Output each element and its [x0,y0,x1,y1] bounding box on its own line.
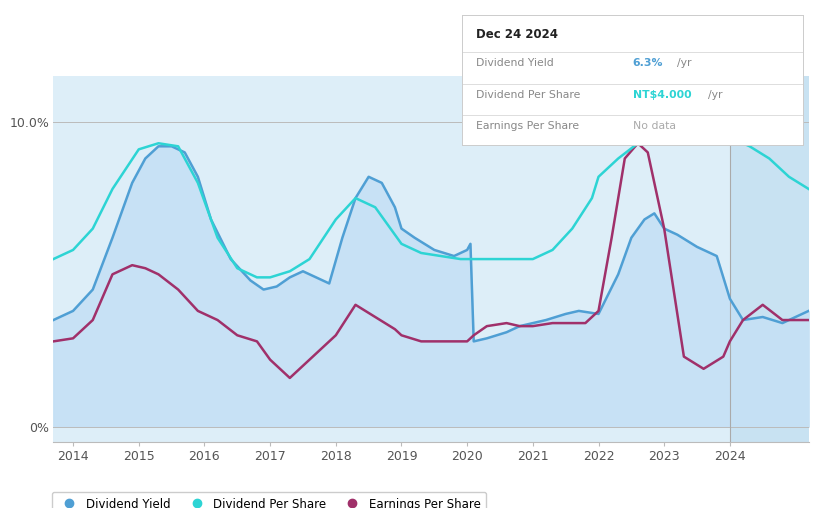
Text: /yr: /yr [708,90,722,101]
Bar [730,76,809,442]
Text: Dec 24 2024: Dec 24 2024 [476,28,557,41]
Text: Past: Past [736,87,761,101]
Legend: Dividend Yield, Dividend Per Share, Earnings Per Share: Dividend Yield, Dividend Per Share, Earn… [52,492,487,508]
Text: Dividend Per Share: Dividend Per Share [476,90,580,101]
Text: Dividend Yield: Dividend Yield [476,58,553,68]
Text: /yr: /yr [677,58,691,68]
Text: Earnings Per Share: Earnings Per Share [476,121,579,132]
Text: No data: No data [632,121,676,132]
Text: NT$4.000: NT$4.000 [632,90,691,101]
Text: 6.3%: 6.3% [632,58,663,68]
